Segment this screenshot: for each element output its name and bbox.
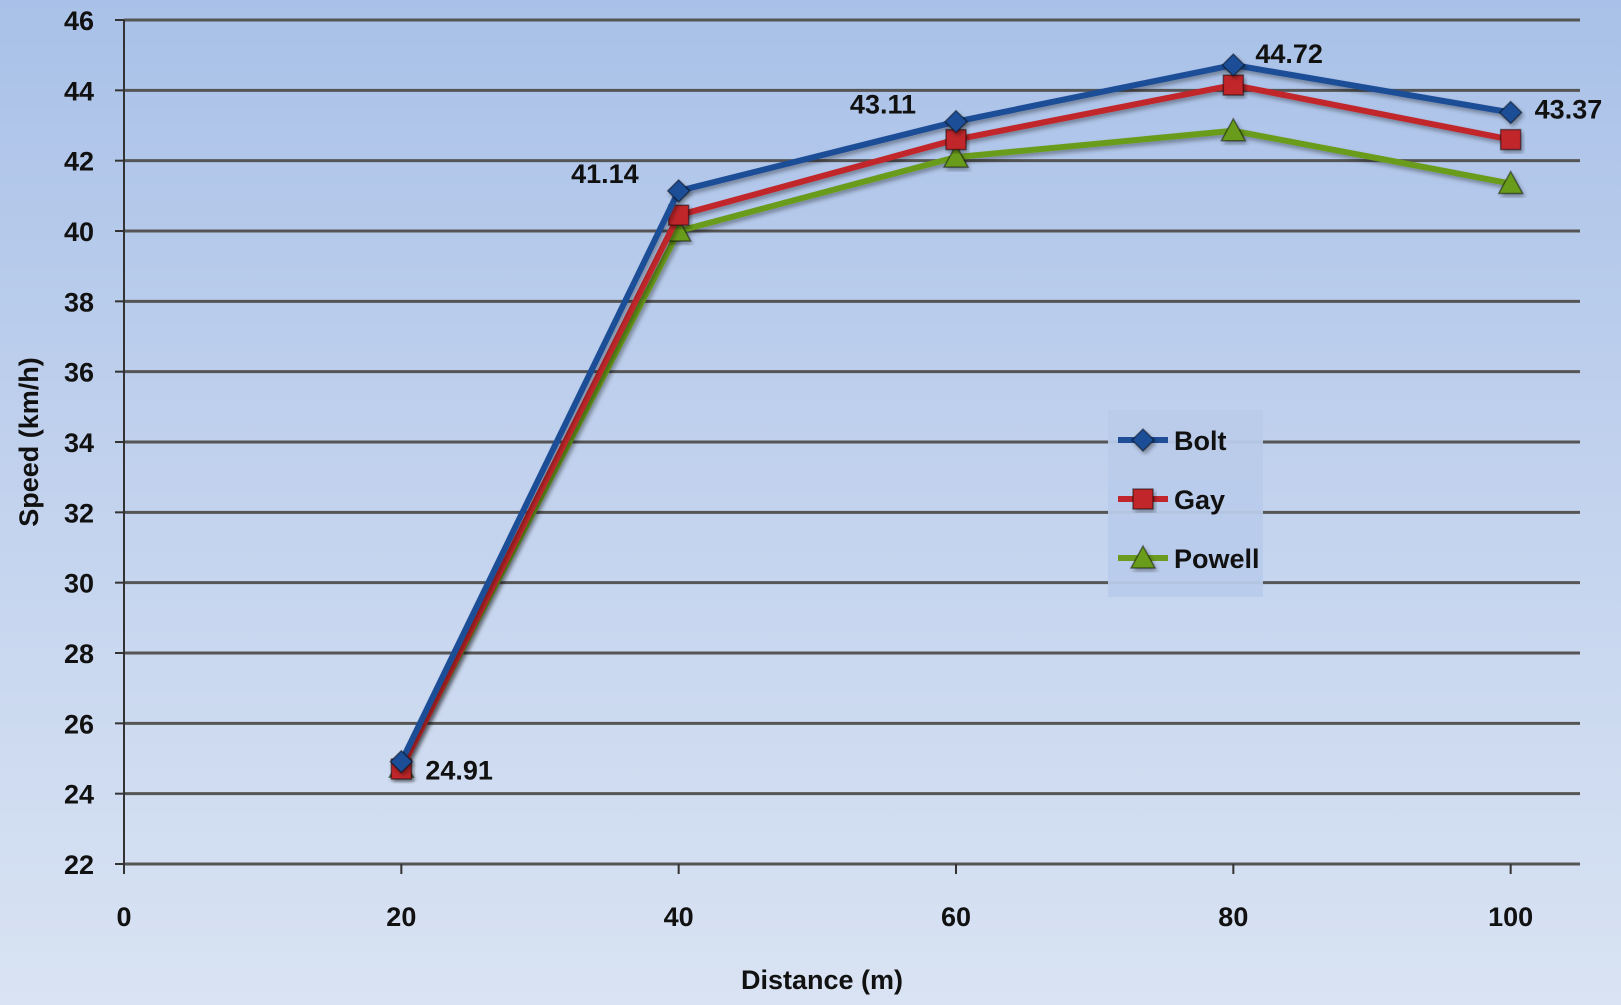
x-axis-title: Distance (m) [741,965,903,995]
data-point-powell [942,143,970,168]
data-point-bolt [389,749,414,774]
y-tick-label: 44 [64,76,94,106]
data-labels: 24.91 41.14 43.11 44.72 43.37 [425,39,1602,786]
data-point-powell [1220,117,1247,142]
legend-item-powell: Powell [1118,544,1260,574]
x-tick-label: 80 [1218,902,1248,932]
y-tick-label: 28 [64,639,94,669]
x-tick-label: 40 [664,902,694,932]
x-tick-label: 100 [1488,902,1533,932]
data-label: 44.72 [1255,39,1323,69]
data-label: 43.37 [1535,94,1603,124]
legend-marker-bolt [1130,427,1156,453]
series-line-gay [398,82,1512,771]
y-tick-label: 24 [64,780,94,810]
legend-label: Powell [1174,544,1260,574]
y-tick-label: 30 [64,569,94,599]
legend-marker-powell [1129,544,1157,569]
data-label: 43.11 [850,90,916,120]
axes: 22 24 26 28 30 32 34 36 38 40 42 44 46 0 20 40 60 80 100 [64,6,1533,932]
series-lines [388,52,1524,780]
y-axis-title: Speed (km/h) [14,357,44,527]
y-tick-label: 22 [64,850,94,880]
y-tick-label: 38 [64,287,94,317]
data-label: 41.14 [571,159,639,189]
x-tick-label: 60 [941,902,971,932]
legend-label: Gay [1174,485,1225,515]
data-point-gay [1222,74,1245,96]
legend: Bolt Gay Powell [1108,410,1263,597]
y-tick-label: 40 [64,217,94,247]
data-point-powell [1497,169,1524,195]
legend-item-bolt: Bolt [1118,426,1226,456]
data-point-gay [1499,128,1522,151]
gridlines [124,18,1580,866]
series-powell [388,117,1524,779]
data-point-bolt [666,178,691,203]
legend-marker-gay [1132,488,1154,510]
y-tick-label: 42 [64,147,94,177]
y-tick-label: 32 [64,498,94,528]
y-tick-label: 36 [64,358,94,388]
y-tick-label: 46 [64,6,94,36]
data-point-bolt [1498,100,1523,125]
x-tick-label: 0 [116,902,131,932]
y-tick-label: 26 [64,709,94,739]
series-bolt [389,52,1523,774]
data-point-bolt [943,109,969,134]
y-tick-label: 34 [64,428,94,458]
legend-label: Bolt [1174,426,1226,456]
series-line-powell [398,127,1512,769]
x-tick-label: 20 [386,902,416,932]
series-line-bolt [398,62,1512,763]
data-point-bolt [1221,52,1246,78]
legend-item-gay: Gay [1118,485,1225,515]
data-label: 24.91 [425,756,493,786]
